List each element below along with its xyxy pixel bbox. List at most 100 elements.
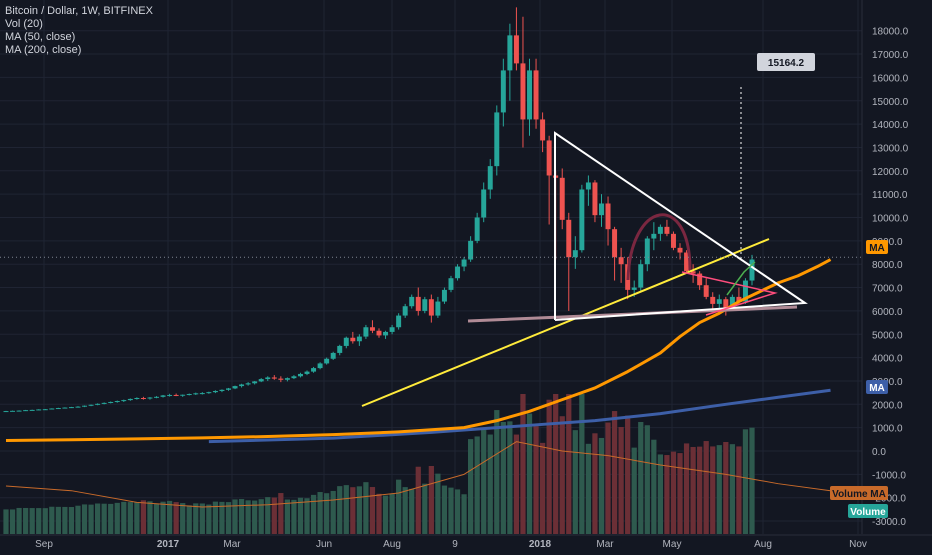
volume-bar [9,509,16,534]
volume-bar [343,485,349,534]
candle-body [88,404,94,406]
volume-bar [356,486,362,534]
candle-body [252,381,258,384]
ma50-badge-bg [866,240,888,254]
candle-body [311,368,317,372]
candle-body [108,401,114,403]
time-tick-label: Jun [316,539,332,550]
candle-body [278,378,284,380]
volume-bar [592,433,598,534]
ma200-badge: MA [869,383,885,394]
volume-bar [101,503,107,534]
candle-body [245,383,251,385]
volume-bar [55,506,61,534]
volume-bar [324,493,330,534]
drawing-overlays [0,87,862,508]
time-tick-label: 9 [452,539,458,550]
volume-ma-badge: Volume MA [832,489,886,500]
symbol-title[interactable]: Bitcoin / Dollar, 1W, BITFINEX [5,5,153,17]
candle-body [612,229,618,258]
candle-body [167,394,173,396]
candle-body [572,250,578,258]
volume-bar [579,394,585,534]
pennant-lines [681,271,778,316]
volume-bar [173,502,179,534]
candle-body [10,410,16,412]
volume-bar [742,429,749,534]
volume-bar [644,425,650,534]
yellow-trendline [361,238,770,407]
candle-body [402,306,408,316]
volume-bar [232,499,238,534]
price-tick-label: 6000.0 [872,307,903,318]
candle-body [343,337,349,346]
indicator-ma50[interactable]: MA (50, close) [5,31,76,43]
candle-body [219,389,225,391]
candle-body [520,63,526,120]
volume-bar [566,394,572,534]
volume-bar [723,442,729,534]
volume-bar [219,501,225,534]
candle-body [226,388,231,390]
indicator-vol[interactable]: Vol (20) [5,18,43,30]
volume-bar [245,500,251,534]
candle-body [396,315,402,328]
volume-bar [206,504,212,534]
volume-bar [500,422,506,534]
candle-body [154,396,159,398]
volume-bar [134,502,140,534]
volume-bar [140,500,147,534]
volume-bar [474,436,480,534]
volume-bar [127,502,133,534]
volume-bar [23,507,29,534]
volume-bar [585,443,592,534]
candle-body [212,390,218,393]
volume-bar [441,485,448,534]
price-tick-label: 2000.0 [872,400,903,411]
candle-body [500,70,506,113]
volume-bar [108,503,114,534]
candle-body [742,280,748,302]
candle-body [585,182,591,190]
price-tick-label: -2000.0 [872,494,906,505]
indicator-ma200[interactable]: MA (200, close) [5,44,82,56]
volume-bar [278,493,284,534]
time-tick-label: 2018 [529,539,552,550]
candle-body [461,259,467,267]
candle-body [566,219,572,258]
price-tick-label: 16000.0 [872,73,909,84]
candle-body [36,409,42,411]
candle-body [513,35,519,64]
volume-bar [409,488,415,534]
volume-bar [350,487,356,534]
candle-body [75,406,81,408]
candle-body [180,394,186,396]
price-tick-label: 11000.0 [872,190,908,201]
volume-bar [736,446,742,534]
volume-bar [448,487,454,534]
candle-body [350,337,356,342]
candle-body [697,273,703,286]
volume-bar [199,503,205,534]
volume-bar [166,500,173,534]
time-axis[interactable]: Sep 2017 Mar Jun Aug 9 2018 Mar May Aug Nov [0,534,932,550]
volume-bar [638,422,644,534]
candle-body [62,407,68,409]
volume-bar [716,445,722,534]
volume-bar [533,426,539,534]
price-tick-label: 17000.0 [872,50,909,61]
candle-body [455,266,461,279]
volume-bar [369,487,376,534]
candlesticks [3,7,755,413]
volume-bar [36,508,42,534]
volume-bar [539,442,546,534]
candle-body [651,233,657,239]
volume-bar [690,446,696,534]
volume-bar [186,505,192,534]
price-axis[interactable]: 18000.0 17000.0 16000.0 15000.0 14000.0 13000… [872,27,909,528]
volume-ma-badge-bg [830,486,888,500]
candle-body [559,177,565,220]
